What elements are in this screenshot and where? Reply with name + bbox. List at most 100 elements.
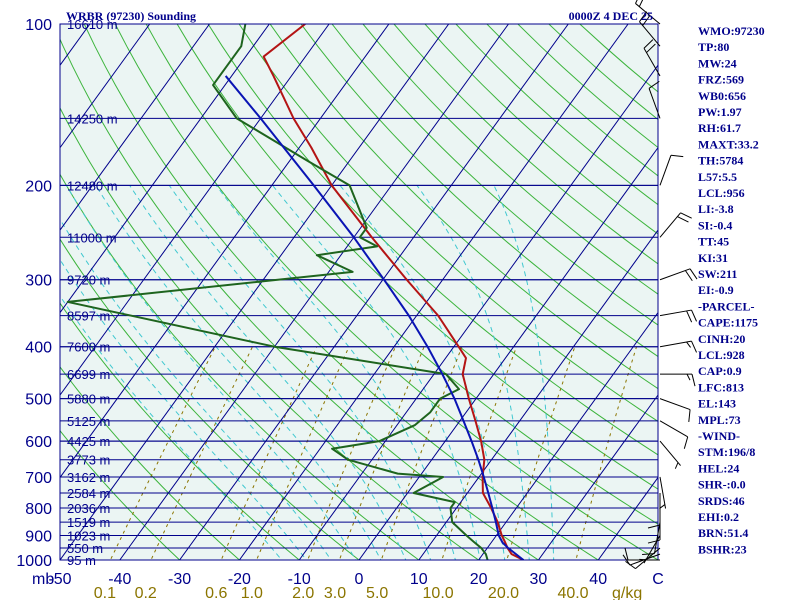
mixing-ratio-label: 1.0	[241, 585, 263, 600]
wind-barb-flag	[638, 0, 644, 7]
wind-barb-staff	[635, 3, 661, 25]
wind-barb-flag	[625, 560, 636, 570]
stability-index-entry: TP:80	[698, 40, 729, 54]
height-label: 6699 m	[67, 367, 110, 382]
stability-index-entry: KI:31	[698, 251, 728, 265]
wind-barb-staff	[659, 476, 667, 509]
stability-index-entry: LFC:813	[698, 380, 744, 394]
wind-barb-staff	[659, 309, 692, 317]
wind-barb	[659, 476, 667, 509]
mixing-ratio-label: 2.0	[292, 585, 314, 600]
wind-barb-staff	[639, 21, 661, 47]
mixing-ratio-label: 0.2	[135, 585, 157, 600]
mixing-ratio-line	[338, 346, 425, 560]
stability-index-entry: SW:211	[698, 267, 737, 281]
height-label: 550 m	[67, 541, 103, 556]
wind-barb	[660, 373, 696, 387]
stability-index-entry: FRZ:569	[698, 73, 744, 87]
wind-barb-staff	[659, 212, 681, 238]
height-label: 7600 m	[67, 340, 110, 355]
stability-index-entry: CAP:0.9	[698, 364, 742, 378]
moist-adiabat-line	[60, 218, 332, 560]
stability-index-entry: TH:5784	[698, 154, 743, 168]
dry-adiabat-line	[269, 24, 658, 390]
wind-barb-flag	[691, 309, 698, 322]
wind-barb-flag	[670, 154, 684, 158]
wind-barb-staff	[659, 155, 672, 186]
wind-barb-staff	[659, 420, 688, 438]
mixing-ratio-line	[506, 346, 576, 560]
dry-adiabat-line	[207, 24, 658, 456]
wind-barb	[659, 340, 698, 353]
dry-adiabat-line	[300, 24, 658, 358]
pressure-tick-label: 500	[25, 392, 52, 409]
dry-adiabat-line	[114, 24, 658, 560]
wind-barb-flag	[659, 504, 666, 509]
isotherm-line	[537, 394, 658, 560]
temperature-tick-label: 40	[589, 571, 607, 588]
wind-barb	[659, 420, 689, 449]
stability-index-entry: HEL:24	[698, 461, 739, 475]
mixing-ratio-label: 5.0	[366, 585, 388, 600]
height-label: 8597 m	[67, 309, 110, 324]
temperature-tick-label: 10	[410, 571, 428, 588]
stability-index-entry: CINH:20	[698, 332, 745, 346]
wind-barb-staff	[635, 547, 661, 570]
temperature-tick-label: -20	[228, 571, 251, 588]
wind-barb-staff	[659, 268, 691, 281]
wind-barb-staff	[659, 440, 681, 466]
pressure-tick-label: 800	[25, 501, 52, 518]
pressure-unit-label: mb	[32, 571, 54, 588]
wind-barb	[659, 398, 691, 422]
wind-barb	[659, 309, 698, 323]
dry-adiabat-line	[238, 24, 658, 422]
height-label: 3162 m	[67, 470, 110, 485]
stability-index-entry: LI:-3.8	[698, 202, 734, 216]
height-label: 2584 m	[67, 486, 110, 501]
mixing-ratio-line	[109, 346, 216, 560]
mixing-ratio-label: 0.6	[205, 585, 227, 600]
stability-index-entry: WB0:656	[698, 89, 746, 103]
height-label: 1519 m	[67, 515, 110, 530]
isotherm-line	[60, 24, 330, 396]
wind-barb-flag	[686, 373, 691, 381]
stability-index-entry: EI:-0.9	[698, 283, 734, 297]
isotherm-line	[60, 24, 151, 149]
dry-adiabat-line	[331, 24, 658, 326]
height-label: 5880 m	[67, 392, 110, 407]
isotherm-line	[179, 24, 569, 560]
mixing-ratio-unit-label: g/kg	[612, 585, 642, 600]
mixing-ratio-line	[380, 346, 463, 560]
mixing-ratio-label: 0.1	[94, 585, 116, 600]
isotherm-line	[478, 311, 658, 560]
dry-adiabat-line	[145, 24, 658, 525]
pressure-tick-label: 200	[25, 178, 52, 195]
dry-adiabat-line	[393, 24, 658, 265]
temperature-tick-label: -40	[108, 571, 131, 588]
height-label: 4425 m	[67, 434, 110, 449]
wind-barb-flag	[686, 341, 691, 348]
isotherm-line	[60, 24, 270, 314]
stability-index-entry: BRN:51.4	[698, 526, 748, 540]
pressure-tick-label: 1000	[16, 553, 52, 570]
wind-barb-flag	[674, 462, 679, 469]
wind-barb-staff	[648, 88, 661, 119]
pressure-tick-label: 600	[25, 434, 52, 451]
stability-index-entry: RH:61.7	[698, 121, 741, 135]
wind-barb	[659, 268, 698, 282]
wind-barb-flag	[691, 340, 698, 353]
moist-adiabat-line	[95, 185, 382, 560]
moist-adiabat-line	[66, 185, 357, 560]
temperature-profile-line	[262, 24, 524, 560]
temperature-tick-label: 0	[355, 571, 364, 588]
stability-index-entry: L57:5.5	[698, 170, 737, 184]
stability-index-entry: BSHR:23	[698, 542, 747, 556]
wind-barb	[659, 154, 684, 186]
mixing-ratio-line	[575, 346, 638, 560]
wind-barb	[639, 11, 661, 47]
plot-frame	[59, 23, 659, 561]
isotherm-line	[358, 146, 658, 560]
isotherm-line	[238, 24, 629, 560]
pressure-tick-label: 400	[25, 340, 52, 357]
stability-index-entry: EL:143	[698, 397, 736, 411]
